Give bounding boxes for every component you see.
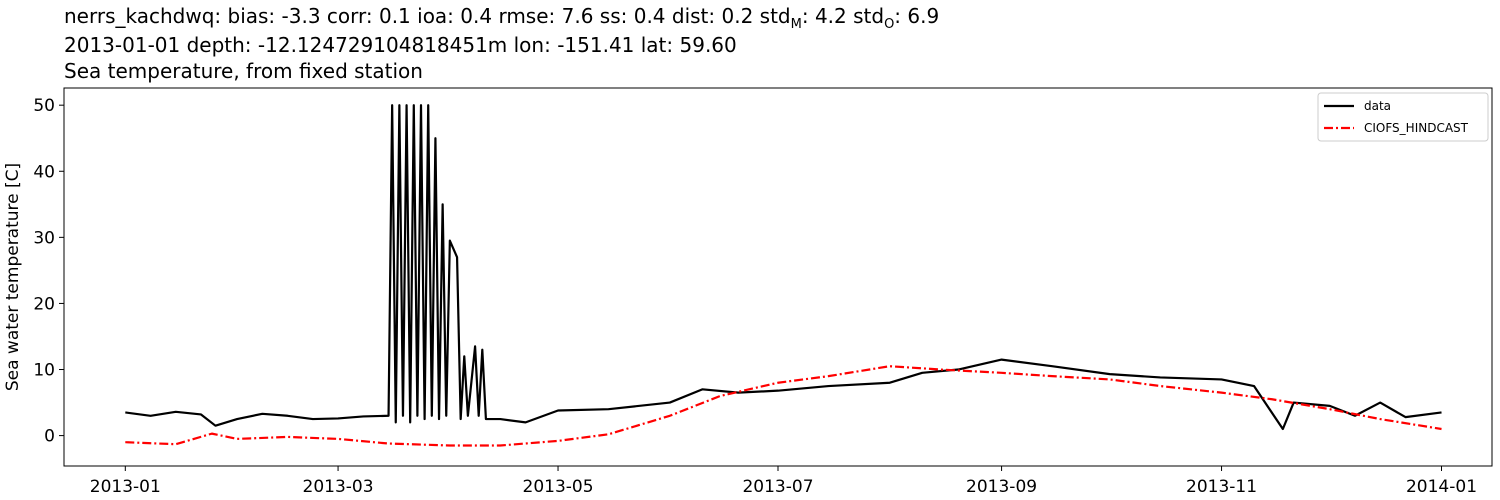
x-tick-label: 2013-05 [523, 477, 594, 497]
y-tick-label: 10 [33, 361, 55, 381]
legend: data CIOFS_HINDCAST [1317, 92, 1489, 142]
y-tick-label: 0 [44, 427, 55, 447]
series-line-data [125, 104, 1442, 431]
legend-box [1317, 92, 1489, 142]
legend-entry-data: data [1364, 99, 1391, 113]
y-tick-label: 20 [33, 294, 55, 314]
x-tick-label: 2013-01 [90, 477, 161, 497]
plot-area [125, 104, 1442, 447]
chart-title-stats: nerrs_kachdwq: bias: -3.3 corr: 0.1 ioa:… [64, 4, 940, 32]
x-tick-label: 2013-07 [742, 477, 813, 497]
axes-frame [63, 87, 1493, 467]
x-tick-label: 2013-09 [966, 477, 1037, 497]
x-tick-label: 2014-01 [1406, 477, 1477, 497]
x-tick-label: 2013-03 [303, 477, 374, 497]
y-tick-label: 40 [33, 162, 55, 182]
chart-title-description: Sea temperature, from fixed station [64, 59, 423, 83]
y-axis: 0 10 20 30 40 50 [33, 96, 64, 447]
x-tick-label: 2013-11 [1186, 477, 1257, 497]
legend-entry-ciofs-hindcast: CIOFS_HINDCAST [1364, 121, 1469, 135]
y-tick-label: 50 [33, 96, 55, 116]
y-tick-label: 30 [33, 228, 55, 248]
y-axis-label: Sea water temperature [C] [3, 163, 23, 391]
x-axis: 2013-01 2013-03 2013-05 2013-07 2013-09 2013-… [90, 466, 1477, 497]
chart-title-location: 2013-01-01 depth: -12.124729104818451m l… [64, 33, 737, 57]
series-line-ciofs-hindcast [125, 365, 1442, 447]
